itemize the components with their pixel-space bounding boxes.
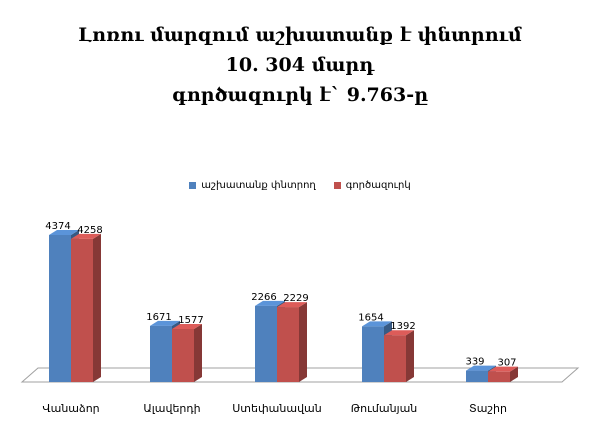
bar-top — [71, 233, 101, 239]
legend-label-unemployed: գործազուրկ — [345, 180, 411, 191]
category-label-0: Վանաձոր — [42, 402, 99, 415]
bar-side — [510, 366, 518, 382]
data-label-job-seekers-4: 339 — [465, 357, 484, 368]
bar-top — [362, 321, 392, 327]
bar-front — [466, 370, 488, 382]
chart-title-line-3: գործազուրկ է` 9.763-ը — [171, 84, 429, 106]
bar-front — [362, 326, 384, 382]
bar-front — [255, 305, 277, 382]
data-label-unemployed-2: 2229 — [283, 293, 308, 304]
chart-title: Լոռու մարզում աշխատանք է փնտրում 10. 304… — [0, 20, 600, 110]
bar-top — [255, 300, 285, 306]
bar-front — [49, 235, 71, 382]
category-label-3: Թումանյան — [351, 402, 418, 415]
chart-bars — [49, 230, 518, 382]
chart-labels: 4374 4258 Վանաձոր 1671 1577 Ալավերդի 2266 2229 Ս… — [42, 221, 516, 415]
bar-front — [277, 307, 299, 382]
data-label-unemployed-4: 307 — [497, 358, 516, 369]
bar-front — [71, 238, 93, 382]
bar-side — [194, 324, 202, 382]
bar-side — [93, 233, 101, 382]
bar-top — [277, 302, 307, 308]
data-label-job-seekers-2: 2266 — [251, 292, 276, 303]
data-label-job-seekers-0: 4374 — [45, 221, 70, 232]
bar-unemployed-4 — [488, 366, 518, 382]
data-label-unemployed-3: 1392 — [390, 321, 415, 332]
bar-unemployed-0 — [71, 233, 101, 382]
bar-front — [172, 329, 194, 382]
data-label-job-seekers-3: 1654 — [358, 312, 383, 323]
legend-swatch-job-seekers — [189, 182, 197, 189]
legend-item-job-seekers: աշխատանք փնտրող — [189, 180, 316, 191]
bar-front — [384, 335, 406, 382]
category-label-1: Ալավերդի — [143, 402, 200, 415]
category-label-2: Ստեփանավան — [232, 402, 322, 415]
chart-title-line-2: 10. 304 մարդ — [225, 54, 375, 76]
bar-side — [406, 330, 414, 382]
category-label-4: Տաշիր — [469, 402, 507, 415]
chart-legend: աշխատանք փնտրող գործազուրկ — [0, 180, 600, 191]
bar-top — [49, 230, 79, 235]
bar-top — [384, 330, 414, 336]
bar-unemployed-3 — [384, 330, 414, 382]
bar-side — [299, 302, 307, 382]
bar-top — [150, 320, 180, 326]
data-label-unemployed-0: 4258 — [77, 225, 102, 236]
chart-title-line-1: Լոռու մարզում աշխատանք է փնտրում — [78, 24, 522, 46]
bar-front — [150, 325, 172, 382]
bar-unemployed-2 — [277, 302, 307, 382]
data-label-job-seekers-1: 1671 — [146, 312, 171, 323]
data-label-unemployed-1: 1577 — [178, 315, 203, 326]
legend-item-unemployed: գործազուրկ — [333, 180, 411, 191]
bar-front — [488, 371, 510, 382]
legend-label-job-seekers: աշխատանք փնտրող — [201, 180, 316, 191]
bar-top — [466, 365, 496, 371]
bar-unemployed-1 — [172, 324, 202, 382]
legend-swatch-unemployed — [333, 182, 341, 189]
bar-top — [488, 366, 518, 372]
bar-top — [172, 324, 202, 330]
